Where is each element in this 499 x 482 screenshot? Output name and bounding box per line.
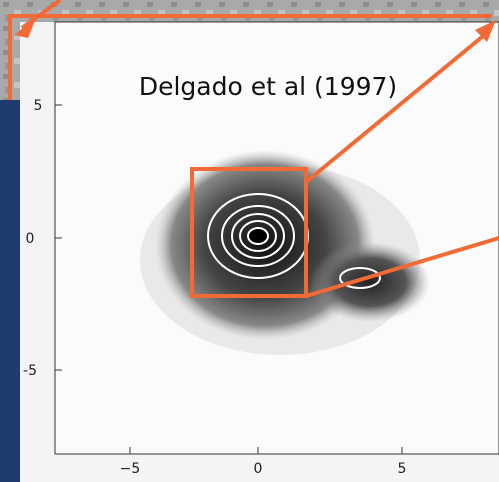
- y-tick-label: 0: [26, 231, 35, 247]
- x-tick-label: 5: [398, 461, 407, 477]
- arrow-heads: [14, 18, 496, 42]
- ticks: [55, 104, 403, 454]
- zoom-lines: [8, 0, 499, 298]
- y-tick-label: 5: [34, 98, 43, 114]
- x-tick-label: −5: [120, 461, 141, 477]
- side-panel: [0, 100, 22, 482]
- y-tick-label: -5: [23, 363, 37, 379]
- x-tick-label: 0: [254, 461, 263, 477]
- galaxy-secondary: [310, 242, 430, 322]
- citation: Delgado et al (1997): [139, 72, 397, 101]
